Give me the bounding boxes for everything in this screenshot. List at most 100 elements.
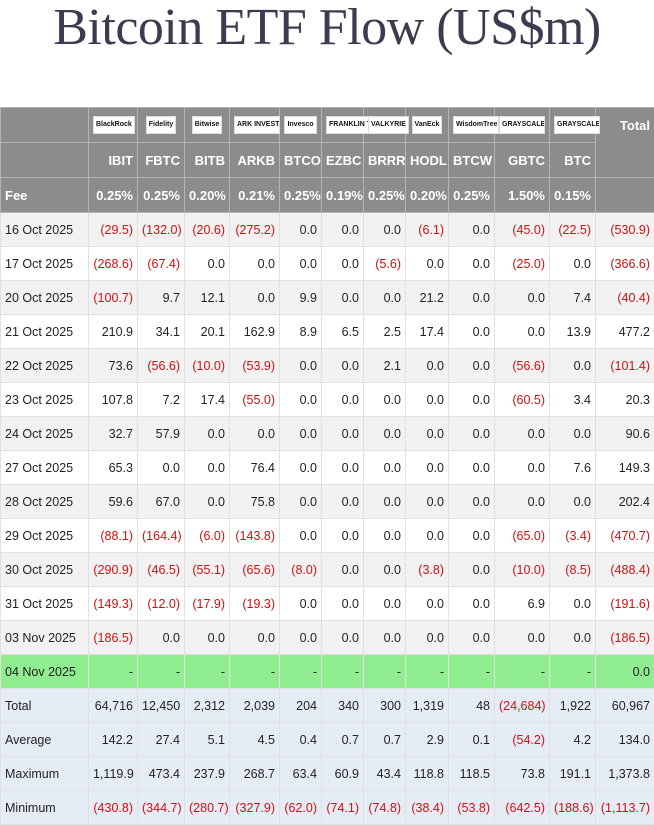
ticker-header: IBIT	[89, 143, 138, 178]
flow-value: 0.0	[449, 315, 495, 349]
summary-value: 134.0	[596, 723, 654, 757]
flow-value: (470.7)	[596, 519, 654, 553]
flow-value: 0.0	[138, 621, 185, 655]
summary-label: Average	[1, 723, 89, 757]
flow-value: 0.0	[449, 349, 495, 383]
fee-label: Fee	[1, 178, 89, 213]
flow-value: 0.0	[449, 587, 495, 621]
flow-value: 3.4	[550, 383, 596, 417]
summary-value: (188.6)	[550, 791, 596, 825]
flow-value: 0.0	[185, 247, 230, 281]
issuer-logo-cell: VALKYRIE	[364, 108, 406, 143]
flow-value: 0.0	[280, 621, 322, 655]
flow-value: 6.9	[495, 587, 550, 621]
flow-value: 34.1	[138, 315, 185, 349]
flow-value: (29.5)	[89, 213, 138, 247]
summary-value: 191.1	[550, 757, 596, 791]
flow-value: 57.9	[138, 417, 185, 451]
summary-value: (430.8)	[89, 791, 138, 825]
summary-value: 237.9	[185, 757, 230, 791]
summary-value: 60,967	[596, 689, 654, 723]
summary-value: (24,684)	[495, 689, 550, 723]
fee-value: 0.25%	[138, 178, 185, 213]
flow-value: (10.0)	[185, 349, 230, 383]
flow-value: 7.6	[550, 451, 596, 485]
flow-value: 0.0	[322, 213, 364, 247]
row-date: 30 Oct 2025	[1, 553, 89, 587]
flow-value: 65.3	[89, 451, 138, 485]
flow-value: 0.0	[280, 349, 322, 383]
flow-value: 0.0	[322, 553, 364, 587]
issuer-logo: WisdomTree	[453, 116, 499, 134]
flow-value: (56.6)	[138, 349, 185, 383]
flow-value: (268.6)	[89, 247, 138, 281]
flow-value: 0.0	[322, 349, 364, 383]
summary-value: 204	[280, 689, 322, 723]
flow-value: 0.0	[185, 451, 230, 485]
flow-value: (88.1)	[89, 519, 138, 553]
ticker-header: BITB	[185, 143, 230, 178]
flow-value: (56.6)	[495, 349, 550, 383]
fee-total-empty	[596, 178, 654, 213]
flow-value: 20.1	[185, 315, 230, 349]
row-date: 21 Oct 2025	[1, 315, 89, 349]
summary-value: 5.1	[185, 723, 230, 757]
issuer-logo-cell: ARK INVEST	[230, 108, 280, 143]
issuer-logo: FRANKLIN TEMPLETON	[326, 116, 372, 134]
issuer-logo: Invesco	[284, 116, 316, 134]
ticker-header: BTCO	[280, 143, 322, 178]
flow-value: 0.0	[138, 451, 185, 485]
summary-value: 0.7	[322, 723, 364, 757]
summary-value: (38.4)	[406, 791, 449, 825]
flow-value: 0.0	[322, 417, 364, 451]
flow-value: (8.0)	[280, 553, 322, 587]
flow-value: -	[89, 655, 138, 689]
flow-value: 2.1	[364, 349, 406, 383]
flow-value: 0.0	[322, 247, 364, 281]
flow-value: 0.0	[449, 417, 495, 451]
flow-value: 0.0	[322, 383, 364, 417]
flow-value: (12.0)	[138, 587, 185, 621]
flow-value: 9.7	[138, 281, 185, 315]
flow-value: 0.0	[449, 519, 495, 553]
flow-value: 17.4	[406, 315, 449, 349]
issuer-logo: VALKYRIE	[368, 116, 409, 134]
summary-value: (54.2)	[495, 723, 550, 757]
flow-value: 0.0	[280, 247, 322, 281]
flow-value: 0.0	[364, 621, 406, 655]
summary-value: 0.1	[449, 723, 495, 757]
flow-value: 59.6	[89, 485, 138, 519]
flow-value: 0.0	[449, 247, 495, 281]
summary-value: 340	[322, 689, 364, 723]
flow-value: 0.0	[406, 417, 449, 451]
flow-value: (143.8)	[230, 519, 280, 553]
issuer-logo: ARK INVEST	[234, 116, 280, 134]
issuer-logo-cell: Fidelity	[138, 108, 185, 143]
ticker-header: EZBC	[322, 143, 364, 178]
issuer-logo: Fidelity	[146, 116, 177, 134]
summary-value: (1,113.7)	[596, 791, 654, 825]
issuer-logo-cell: VanEck	[406, 108, 449, 143]
flow-value: 0.0	[364, 587, 406, 621]
flow-value: 0.0	[495, 281, 550, 315]
flow-value: 0.0	[280, 485, 322, 519]
flow-value: 6.5	[322, 315, 364, 349]
ticker-header: BTC	[550, 143, 596, 178]
flow-value: (101.4)	[596, 349, 654, 383]
ticker-header: ARKB	[230, 143, 280, 178]
issuer-logo-cell: GRAYSCALE	[550, 108, 596, 143]
flow-value: 73.6	[89, 349, 138, 383]
flow-value: 0.0	[449, 213, 495, 247]
flow-value: 0.0	[230, 281, 280, 315]
table-row: 30 Oct 2025(290.9)(46.5)(55.1)(65.6)(8.0…	[1, 553, 654, 587]
flow-value: (186.5)	[596, 621, 654, 655]
flow-value: 0.0	[406, 451, 449, 485]
ticker-corner	[1, 143, 89, 178]
flow-value: 0.0	[550, 621, 596, 655]
flow-value: 8.9	[280, 315, 322, 349]
